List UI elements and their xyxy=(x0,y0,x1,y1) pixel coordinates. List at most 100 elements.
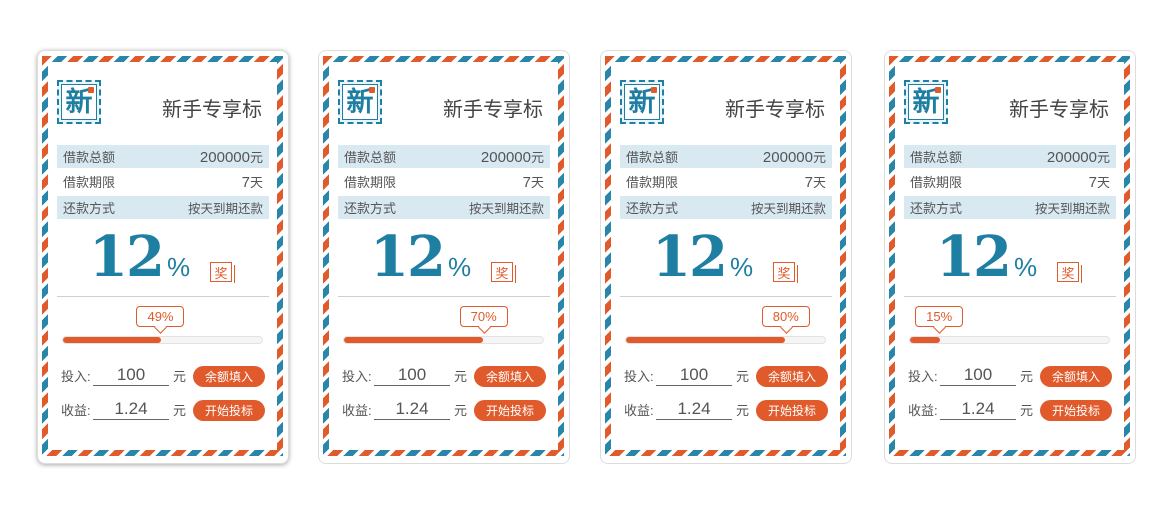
repay-method-value: 按天到期还款 xyxy=(468,202,544,216)
loan-amount-label: 借款总额 xyxy=(344,150,397,165)
invest-row: 投入: 100 元 xyxy=(342,364,468,386)
fill-balance-button[interactable]: 余额填入 xyxy=(474,366,546,387)
loan-term-row: 借款期限 7天 xyxy=(344,174,544,191)
loan-card[interactable]: 新 新手专享标 借款总额 200000元 借款期限 7天 还款方式 按天到期还款… xyxy=(318,50,570,464)
income-label: 收益: xyxy=(908,402,938,418)
progress-bubble: 49% xyxy=(136,306,185,327)
interest-rate: 12% xyxy=(936,224,1038,290)
income-row: 收益: 1.24 元 xyxy=(342,398,468,420)
progress-bar xyxy=(625,336,826,344)
income-value: 1.24 xyxy=(374,399,450,420)
progress-bubble: 70% xyxy=(459,306,508,327)
loan-term-value: 7 xyxy=(804,174,813,191)
invest-input[interactable]: 100 xyxy=(656,365,732,386)
new-stamp-icon: 新 xyxy=(904,80,948,124)
progress-fill xyxy=(910,337,940,343)
progress-bar xyxy=(343,336,544,344)
loan-term-label: 借款期限 xyxy=(344,175,397,190)
income-row: 收益: 1.24 元 xyxy=(908,398,1034,420)
interest-rate: 12% xyxy=(89,224,191,290)
progress-bar xyxy=(62,336,263,344)
invest-label: 投入: xyxy=(624,368,654,384)
loan-amount-value: 200000 xyxy=(762,149,813,166)
progress-fill xyxy=(626,337,786,343)
loan-amount-label: 借款总额 xyxy=(626,150,679,165)
invest-input[interactable]: 100 xyxy=(374,365,450,386)
loan-amount-label: 借款总额 xyxy=(910,150,963,165)
loan-term-row: 借款期限 7天 xyxy=(626,174,826,191)
repay-method-value: 按天到期还款 xyxy=(750,202,826,216)
interest-rate: 12% xyxy=(652,224,754,290)
income-label: 收益: xyxy=(342,402,372,418)
divider xyxy=(338,296,550,297)
repay-method-row: 还款方式 按天到期还款 xyxy=(57,196,269,219)
loan-amount-row: 借款总额 200000元 xyxy=(338,145,550,168)
loan-term-value: 7 xyxy=(1088,174,1097,191)
fill-balance-button[interactable]: 余额填入 xyxy=(1040,366,1112,387)
repay-method-value: 按天到期还款 xyxy=(1034,202,1110,216)
loan-term-label: 借款期限 xyxy=(626,175,679,190)
invest-label: 投入: xyxy=(342,368,372,384)
invest-row: 投入: 100 元 xyxy=(624,364,750,386)
repay-method-row: 还款方式 按天到期还款 xyxy=(338,196,550,219)
progress-fill xyxy=(63,337,161,343)
loan-amount-label: 借款总额 xyxy=(63,150,116,165)
progress-bar xyxy=(909,336,1110,344)
loan-term-row: 借款期限 7天 xyxy=(910,174,1110,191)
loan-amount-row: 借款总额 200000元 xyxy=(57,145,269,168)
loan-amount-row: 借款总额 200000元 xyxy=(620,145,832,168)
income-value: 1.24 xyxy=(656,399,732,420)
loan-card[interactable]: 新 新手专享标 借款总额 200000元 借款期限 7天 还款方式 按天到期还款… xyxy=(37,50,289,464)
income-value: 1.24 xyxy=(93,399,169,420)
fill-balance-button[interactable]: 余额填入 xyxy=(756,366,828,387)
repay-method-label: 还款方式 xyxy=(910,201,963,216)
interest-rate: 12% xyxy=(370,224,472,290)
loan-amount-row: 借款总额 200000元 xyxy=(904,145,1116,168)
repay-method-label: 还款方式 xyxy=(626,201,679,216)
reward-badge-icon: 奖 xyxy=(1057,262,1079,282)
income-row: 收益: 1.24 元 xyxy=(624,398,750,420)
income-row: 收益: 1.24 元 xyxy=(61,398,187,420)
repay-method-value: 按天到期还款 xyxy=(187,202,263,216)
reward-badge-icon: 奖 xyxy=(210,262,232,282)
divider xyxy=(904,296,1116,297)
invest-label: 投入: xyxy=(61,368,91,384)
progress-bubble: 15% xyxy=(915,306,964,327)
loan-term-label: 借款期限 xyxy=(63,175,116,190)
loan-term-value: 7 xyxy=(522,174,531,191)
income-label: 收益: xyxy=(61,402,91,418)
reward-badge-icon: 奖 xyxy=(773,262,795,282)
invest-row: 投入: 100 元 xyxy=(61,364,187,386)
repay-method-label: 还款方式 xyxy=(63,201,116,216)
loan-term-row: 借款期限 7天 xyxy=(63,174,263,191)
fill-balance-button[interactable]: 余额填入 xyxy=(193,366,265,387)
progress-fill xyxy=(344,337,484,343)
loan-amount-value: 200000 xyxy=(1046,149,1097,166)
divider xyxy=(620,296,832,297)
loan-term-label: 借款期限 xyxy=(910,175,963,190)
card-title: 新手专享标 xyxy=(1009,99,1109,121)
invest-label: 投入: xyxy=(908,368,938,384)
loan-card[interactable]: 新 新手专享标 借款总额 200000元 借款期限 7天 还款方式 按天到期还款… xyxy=(600,50,852,464)
income-value: 1.24 xyxy=(940,399,1016,420)
card-title: 新手专享标 xyxy=(725,99,825,121)
reward-badge-icon: 奖 xyxy=(491,262,513,282)
start-bid-button[interactable]: 开始投标 xyxy=(1040,400,1112,421)
progress-bubble: 80% xyxy=(761,306,810,327)
divider xyxy=(57,296,269,297)
start-bid-button[interactable]: 开始投标 xyxy=(193,400,265,421)
loan-amount-value: 200000 xyxy=(199,149,250,166)
invest-input[interactable]: 100 xyxy=(940,365,1016,386)
start-bid-button[interactable]: 开始投标 xyxy=(756,400,828,421)
repay-method-row: 还款方式 按天到期还款 xyxy=(904,196,1116,219)
new-stamp-icon: 新 xyxy=(338,80,382,124)
new-stamp-icon: 新 xyxy=(620,80,664,124)
loan-term-value: 7 xyxy=(241,174,250,191)
invest-input[interactable]: 100 xyxy=(93,365,169,386)
new-stamp-icon: 新 xyxy=(57,80,101,124)
card-title: 新手专享标 xyxy=(443,99,543,121)
start-bid-button[interactable]: 开始投标 xyxy=(474,400,546,421)
loan-amount-value: 200000 xyxy=(480,149,531,166)
loan-card[interactable]: 新 新手专享标 借款总额 200000元 借款期限 7天 还款方式 按天到期还款… xyxy=(884,50,1136,464)
repay-method-row: 还款方式 按天到期还款 xyxy=(620,196,832,219)
